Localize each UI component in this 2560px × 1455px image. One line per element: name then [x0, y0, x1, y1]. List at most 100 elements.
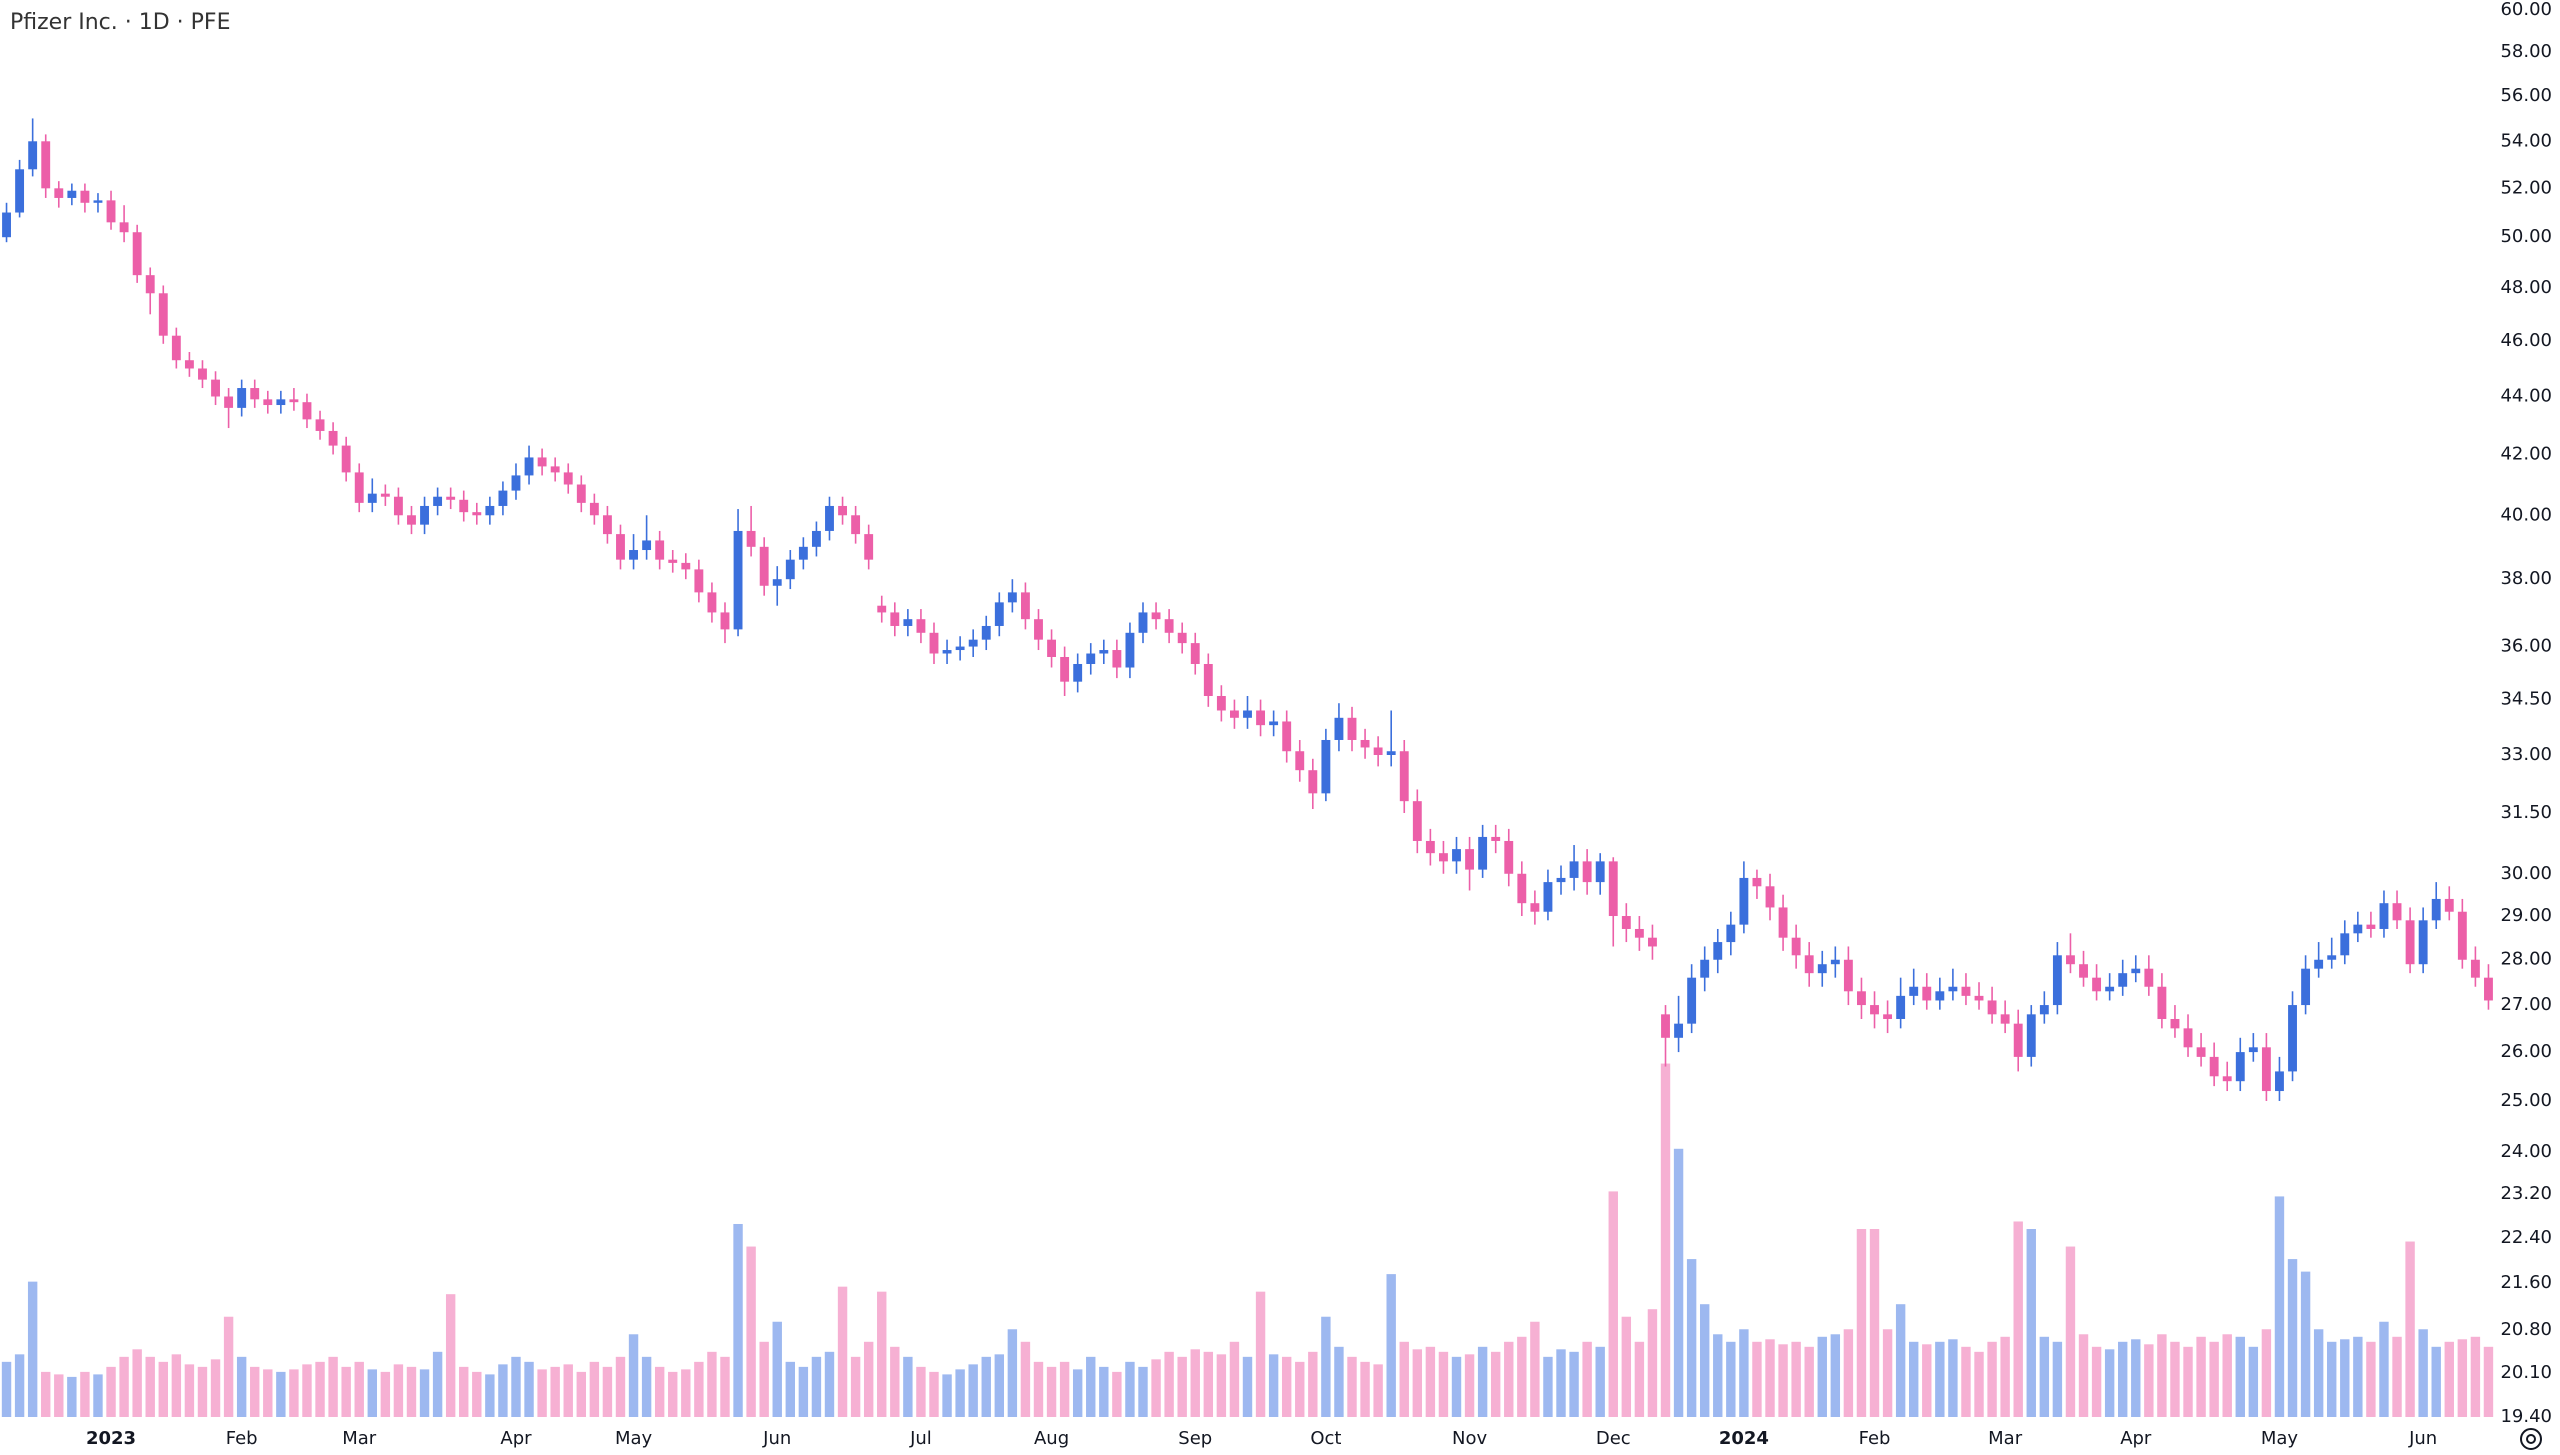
volume-bar: [1033, 1361, 1044, 1417]
chart-title: Pfizer Inc. · 1D · PFE: [10, 10, 230, 35]
volume-bar: [67, 1376, 77, 1417]
candle-body: [1935, 991, 1945, 1001]
volume-bar: [1438, 1351, 1449, 1417]
candle-body: [1687, 977, 1697, 1024]
candle-body: [2039, 1005, 2049, 1015]
candle-body: [968, 639, 978, 647]
settings-icon[interactable]: [2520, 1428, 2542, 1450]
candle-body: [2131, 968, 2141, 974]
x-tick-label: Nov: [1452, 1428, 1487, 1449]
volume-bar: [54, 1374, 64, 1417]
volume-bar: [2287, 1259, 2298, 1417]
settings-core[interactable]: [2526, 1434, 2536, 1444]
candle-body: [1151, 612, 1161, 620]
candle-body: [15, 169, 25, 213]
candle-body: [1674, 1023, 1684, 1038]
candle-body: [1556, 877, 1566, 883]
y-tick-label: 27.00: [2500, 994, 2552, 1015]
candle-body: [1007, 592, 1017, 603]
candle-body: [1347, 717, 1357, 740]
volume-bar: [289, 1369, 299, 1417]
volume-bar: [524, 1361, 534, 1417]
volume-bar: [1543, 1356, 1553, 1417]
candle-body: [407, 515, 416, 525]
candle-body: [785, 559, 795, 580]
volume-bar: [1660, 1063, 1671, 1417]
candle-body: [2353, 924, 2363, 934]
y-tick-label: 29.00: [2500, 905, 2552, 926]
volume-bar: [158, 1361, 168, 1417]
volume-bar: [2248, 1346, 2259, 1417]
candle-body: [1190, 643, 1200, 664]
volume-bar: [772, 1321, 782, 1417]
candle-body: [289, 399, 299, 403]
volume-bar: [2196, 1336, 2206, 1417]
candle-body: [1478, 836, 1488, 870]
candle-body: [955, 646, 965, 651]
candle-body: [93, 200, 103, 203]
volume-bar: [459, 1366, 469, 1417]
candle-body: [1243, 710, 1252, 718]
candle-body: [1870, 1005, 1879, 1015]
candle-body: [629, 550, 638, 560]
x-tick-label: Jun: [762, 1428, 791, 1449]
volume-bar: [263, 1369, 273, 1417]
candle-body: [1804, 955, 1814, 974]
x-tick-label: Aug: [1034, 1428, 1069, 1449]
candle-body: [1412, 801, 1422, 841]
candle-body: [2366, 924, 2376, 929]
candle-body: [1295, 751, 1305, 771]
candle-body: [263, 399, 273, 406]
volume-bar: [1451, 1356, 1462, 1417]
candle-body: [1713, 942, 1723, 960]
candle-body: [459, 499, 469, 513]
y-tick-label: 50.00: [2500, 226, 2552, 247]
volume-bar: [1020, 1341, 1031, 1417]
volume-bar: [2313, 1329, 2324, 1417]
candle-body: [1961, 986, 1971, 996]
candle-body: [341, 445, 351, 473]
y-tick-label: 19.40: [2500, 1406, 2552, 1427]
volume-bar: [393, 1364, 404, 1417]
candle-body: [2418, 920, 2428, 965]
volume-bar: [720, 1356, 730, 1417]
candle-body: [2013, 1023, 2023, 1057]
candle-body: [994, 602, 1004, 626]
candle-body: [851, 515, 861, 535]
candle-body: [2144, 968, 2154, 987]
volume-bar: [132, 1349, 142, 1417]
volume-bar: [1895, 1304, 1906, 1417]
volume-bar: [341, 1366, 351, 1417]
volume-bar: [589, 1361, 600, 1417]
volume-bar: [2327, 1341, 2337, 1417]
volume-bar: [1974, 1351, 1984, 1417]
x-tick-label: Mar: [342, 1428, 377, 1449]
volume-bar: [2300, 1271, 2311, 1417]
candle-body: [1125, 632, 1135, 668]
volume-bar: [654, 1366, 665, 1417]
settings-ring[interactable]: [2520, 1428, 2542, 1450]
volume-bar: [2366, 1341, 2376, 1417]
volume-bar: [916, 1366, 926, 1417]
candle-body: [2052, 955, 2062, 1006]
candle-body: [2066, 955, 2075, 965]
volume-bar: [785, 1361, 796, 1417]
volume-bar: [1412, 1349, 1423, 1417]
candle-body: [2248, 1047, 2258, 1053]
volume-bar: [1281, 1356, 1292, 1417]
candle-body: [2209, 1056, 2219, 1077]
volume-bar: [1216, 1354, 1227, 1417]
candle-body: [1543, 882, 1553, 912]
candle-body: [28, 141, 38, 170]
volume-bar: [498, 1364, 508, 1417]
candle-body: [1530, 903, 1540, 912]
candle-body: [1073, 663, 1083, 682]
volume-bar: [1961, 1346, 1971, 1417]
candle-body: [1256, 710, 1266, 726]
volume-bar: [106, 1366, 116, 1417]
candle-body: [498, 490, 508, 506]
volume-bar: [1634, 1341, 1645, 1417]
volume-bar: [2483, 1346, 2494, 1417]
candle-body: [1517, 873, 1527, 904]
candle-body: [145, 275, 155, 294]
